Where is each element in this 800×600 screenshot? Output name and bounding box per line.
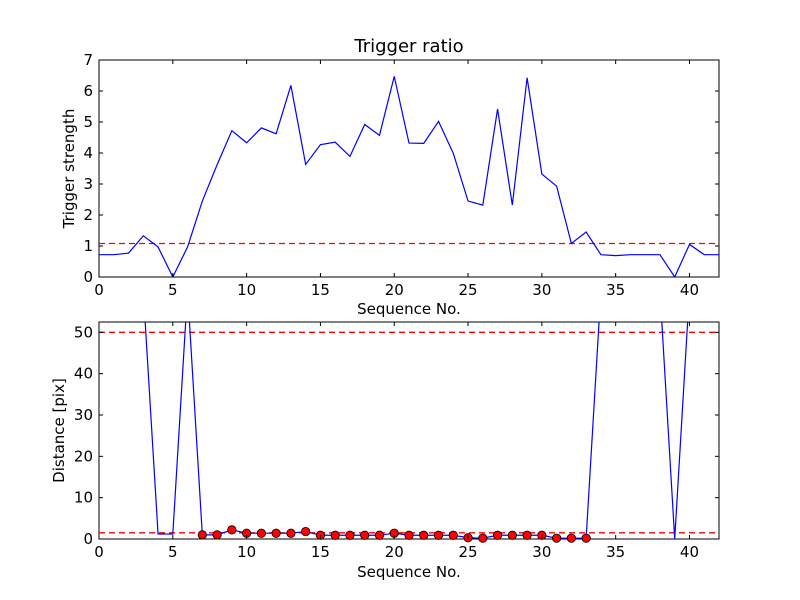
data-point-marker bbox=[227, 525, 237, 535]
top-chart-panel: Trigger ratio 0 5 10 15 20 25 30 35 40 0 1 2 3 4 5 6 7 Se… bbox=[60, 36, 720, 318]
x-tick-label: 20 bbox=[385, 281, 404, 299]
x-axis-label: Sequence No. bbox=[357, 563, 461, 581]
data-point-marker bbox=[566, 533, 576, 543]
data-point-marker bbox=[286, 528, 296, 538]
y-tick-label: 50 bbox=[74, 323, 93, 341]
x-tick-label: 35 bbox=[606, 281, 625, 299]
x-tick-label: 20 bbox=[385, 543, 404, 561]
x-tick-label: 35 bbox=[606, 543, 625, 561]
x-tick-label: 0 bbox=[94, 543, 104, 561]
data-point-marker bbox=[478, 533, 488, 543]
data-point-marker bbox=[433, 530, 444, 540]
data-point-marker bbox=[197, 530, 207, 540]
x-axis-label: Sequence No. bbox=[357, 300, 461, 318]
data-point-marker bbox=[448, 530, 458, 540]
data-point-marker bbox=[345, 530, 355, 540]
data-point-marker bbox=[507, 530, 517, 540]
y-tick-label: 1 bbox=[83, 237, 93, 255]
y-tick-label: 0 bbox=[83, 530, 93, 548]
y-axis-label: Trigger strength bbox=[60, 109, 78, 230]
y-tick-label: 7 bbox=[83, 51, 93, 69]
data-point-marker bbox=[374, 530, 385, 540]
y-tick-label: 20 bbox=[74, 447, 93, 465]
x-tick-label: 5 bbox=[168, 543, 178, 561]
data-point-marker bbox=[419, 530, 429, 540]
data-point-marker bbox=[404, 530, 414, 540]
x-tick-label: 15 bbox=[311, 543, 330, 561]
y-tick-label: 4 bbox=[83, 144, 93, 162]
data-point-marker bbox=[552, 533, 562, 543]
series-line bbox=[99, 76, 719, 277]
x-tick-label: 40 bbox=[680, 543, 699, 561]
chart-title: Trigger ratio bbox=[353, 36, 463, 57]
x-tick-label: 25 bbox=[459, 543, 478, 561]
data-point-marker bbox=[256, 528, 266, 538]
data-point-marker bbox=[212, 530, 222, 540]
x-tick-label: 30 bbox=[532, 281, 551, 299]
y-tick-label: 40 bbox=[74, 365, 93, 383]
x-tick-label: 15 bbox=[311, 281, 330, 299]
y-tick-label: 0 bbox=[83, 268, 93, 286]
plot-frame bbox=[98, 321, 720, 540]
data-point-marker bbox=[581, 533, 591, 543]
y-tick-label: 3 bbox=[83, 175, 93, 193]
x-tick-label: 40 bbox=[680, 281, 699, 299]
x-tick-label: 10 bbox=[237, 543, 256, 561]
data-point-marker bbox=[301, 526, 311, 537]
x-tick-label: 0 bbox=[94, 281, 104, 299]
x-tick-label: 10 bbox=[237, 281, 256, 299]
data-point-marker bbox=[522, 530, 532, 540]
y-axis-label: Distance [pix] bbox=[50, 378, 68, 483]
data-point-marker bbox=[360, 530, 370, 540]
x-tick-label: 30 bbox=[532, 543, 551, 561]
data-point-marker bbox=[492, 530, 503, 540]
x-tick-label: 5 bbox=[168, 281, 178, 299]
bottom-chart-panel: 0 5 10 15 20 25 30 35 40 0 10 20 30 40 50 Sequence No. D… bbox=[50, 321, 720, 581]
data-point-marker bbox=[271, 528, 281, 538]
y-tick-label: 5 bbox=[83, 113, 93, 131]
y-tick-label: 2 bbox=[83, 206, 93, 224]
y-tick-label: 6 bbox=[83, 82, 93, 100]
y-tick-label: 30 bbox=[74, 406, 93, 424]
y-tick-label: 10 bbox=[74, 489, 93, 507]
plot-frame bbox=[98, 59, 720, 278]
data-point-marker bbox=[330, 530, 340, 540]
x-tick-label: 25 bbox=[459, 281, 478, 299]
